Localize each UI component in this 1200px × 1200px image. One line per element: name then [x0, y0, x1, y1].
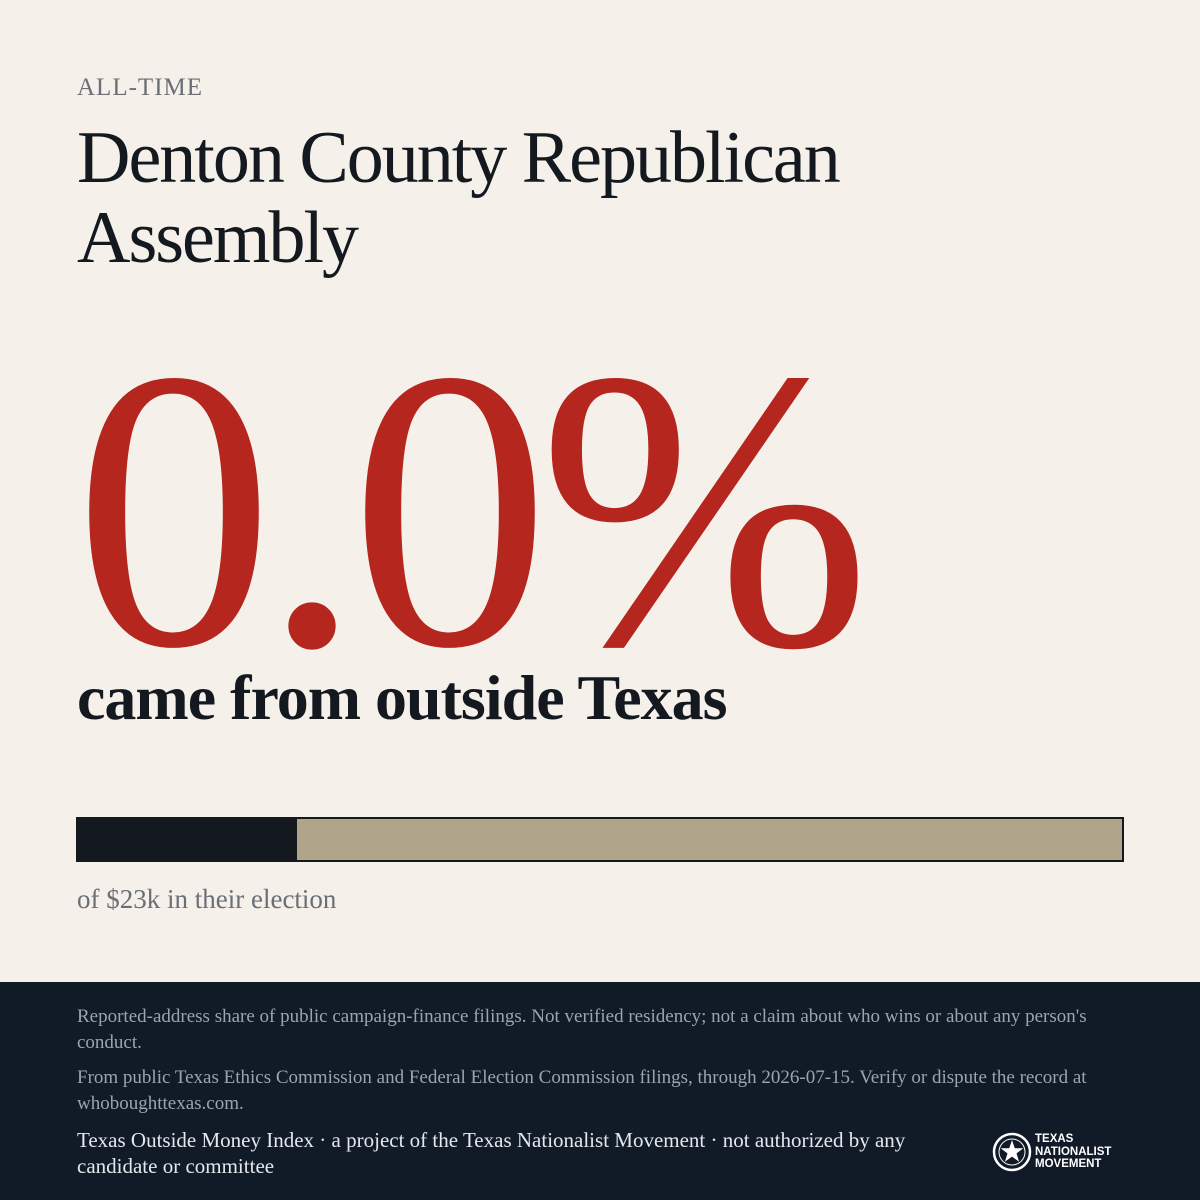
share-bar [76, 817, 1124, 862]
source-text: From public Texas Ethics Commission and … [77, 1067, 1087, 1114]
total-raised-caption: of $23k in their election [77, 884, 337, 914]
outside-share-value: 0.0% [74, 288, 871, 731]
share-bar-fill [78, 819, 298, 860]
tnm-logo: TEXAS NATIONALIST MOVEMENT [992, 1132, 1132, 1176]
period-label: ALL-TIME [77, 74, 204, 101]
outside-share-caption: came from outside Texas [77, 662, 728, 733]
page-title: Denton County Republican Assembly [77, 117, 841, 279]
logo-wordmark: TEXAS NATIONALIST MOVEMENT [1035, 1133, 1112, 1170]
star-circle-icon [992, 1132, 1032, 1172]
disclaimer-text: Reported-address share of public campaig… [77, 1006, 1087, 1053]
credit-text: Texas Outside Money Index · a project of… [77, 1128, 906, 1178]
footer: Reported-address share of public campaig… [0, 982, 1200, 1200]
